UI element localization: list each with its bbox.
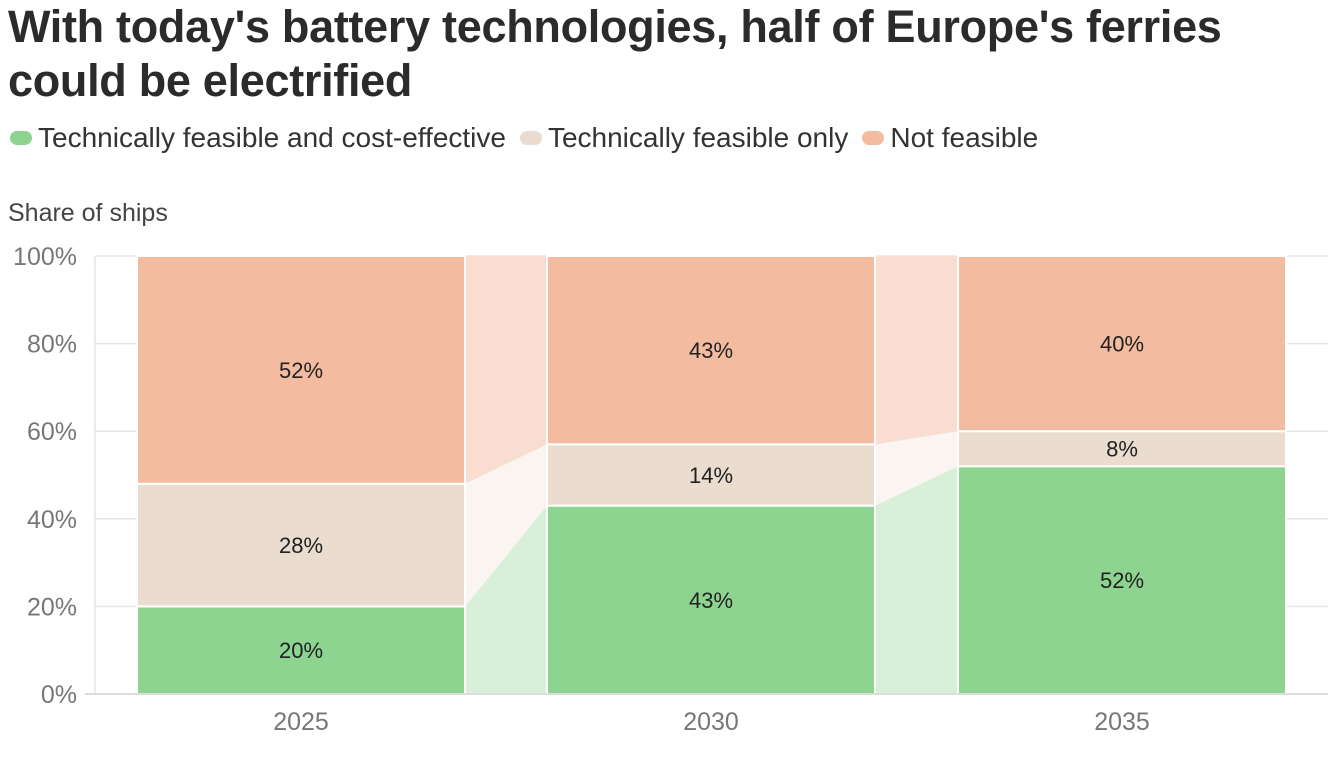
y-tick-label: 40% [27, 506, 77, 534]
legend-item-cost-effective[interactable]: Technically feasible and cost-effective [10, 122, 506, 154]
data-label-not-feasible: 40% [1100, 332, 1144, 357]
legend: Technically feasible and cost-effective … [10, 118, 1038, 158]
x-tick-label: 2030 [683, 708, 739, 736]
legend-item-feasible-only[interactable]: Technically feasible only [519, 122, 849, 154]
bar-segment-cost-effective [546, 504, 876, 695]
y-tick-label: 0% [41, 681, 77, 709]
band-feasible-only [465, 444, 547, 607]
legend-item-not-feasible[interactable]: Not feasible [862, 122, 1038, 154]
band-cost-effective [465, 505, 547, 694]
y-tick-label: 100% [13, 243, 77, 271]
bar-segment-not-feasible [546, 255, 876, 446]
bar-segment-not-feasible [136, 255, 466, 485]
bar-segment-cost-effective [957, 465, 1287, 695]
bars [136, 255, 1287, 696]
data-label-cost-effective: 52% [1100, 568, 1144, 593]
data-label-not-feasible: 43% [689, 338, 733, 363]
data-label-not-feasible: 52% [279, 358, 323, 383]
legend-swatch-not-feasible [862, 131, 885, 145]
legend-label-not-feasible: Not feasible [890, 122, 1039, 153]
band-cost-effective [875, 466, 958, 694]
data-label-cost-effective: 20% [279, 638, 323, 663]
connector-bands [465, 256, 958, 694]
bar-segment-feasible-only [957, 430, 1287, 468]
y-tick-label: 60% [27, 418, 77, 446]
data-label-feasible-only: 28% [279, 533, 323, 558]
legend-label-cost-effective: Technically feasible and cost-effective [38, 122, 506, 153]
legend-swatch-cost-effective [10, 131, 32, 145]
axes: 0% 20% 40% 60% 80% 100% 2025 2030 2035 [13, 243, 1328, 736]
bar-segment-feasible-only [136, 482, 466, 608]
x-tick-label: 2025 [273, 708, 329, 736]
band-feasible-only [875, 431, 958, 506]
chart-title: With today's battery technologies, half … [8, 1, 1222, 106]
y-tick-label: 80% [27, 331, 77, 359]
band-not-feasible [465, 256, 547, 484]
y-tick-label: 20% [27, 593, 77, 621]
legend-label-feasible-only: Technically feasible only [547, 122, 849, 153]
bar-segment-not-feasible [957, 255, 1287, 433]
y-axis-label: Share of ships [8, 199, 168, 227]
data-label-feasible-only: 14% [689, 463, 733, 488]
x-tick-label: 2035 [1094, 708, 1150, 736]
data-label-cost-effective: 43% [689, 588, 733, 613]
legend-swatch-feasible-only [519, 131, 542, 145]
band-not-feasible [875, 256, 958, 445]
data-labels: 20% 28% 52% 43% 14% 43% 52% 8% 40% [279, 332, 1144, 664]
data-label-feasible-only: 8% [1106, 437, 1138, 462]
